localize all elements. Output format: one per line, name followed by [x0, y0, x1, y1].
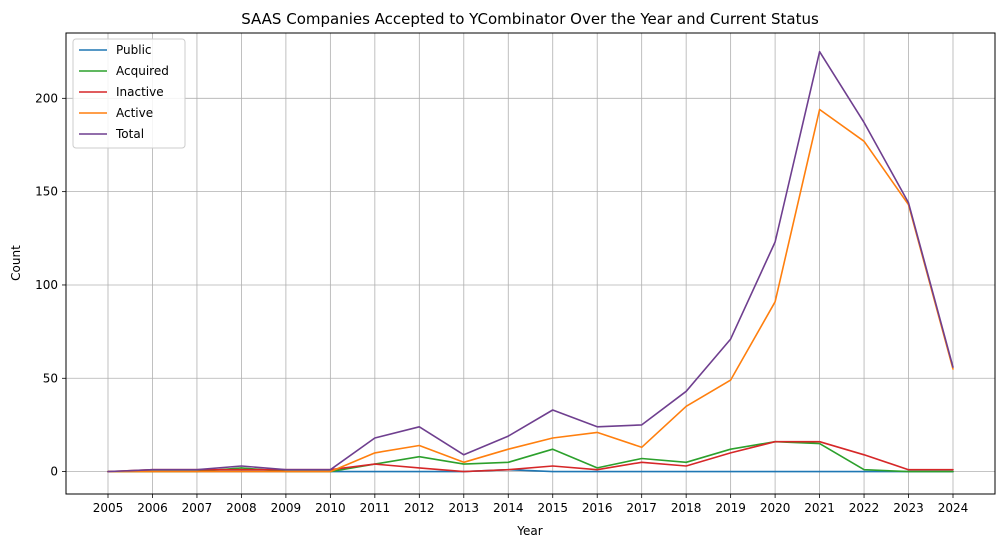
series-line-total [107, 50, 954, 473]
x-tick-label: 2021 [804, 501, 835, 515]
x-tick-label: 2008 [226, 501, 257, 515]
y-tick-label: 100 [35, 278, 58, 292]
x-tick-label: 2013 [449, 501, 480, 515]
x-tick-label: 2011 [360, 501, 391, 515]
x-tick-label: 2005 [93, 501, 124, 515]
series-line-acquired [107, 440, 954, 473]
plot-frame [65, 32, 996, 495]
series-lines [107, 50, 954, 473]
x-axis-ticks: 2005 2006 2007 2008 2009 2010 2011 2012 2013 2014… [93, 494, 969, 515]
x-tick-label: 2009 [271, 501, 302, 515]
series-line-inactive [107, 440, 954, 473]
x-tick-label: 2014 [493, 501, 524, 515]
y-axis-label: Count [9, 245, 23, 281]
y-axis-ticks: 0 50 100 150 200 [35, 91, 66, 479]
x-tick-label: 2010 [315, 501, 346, 515]
legend-label-total: Total [115, 127, 144, 141]
x-tick-label: 2007 [182, 501, 213, 515]
series-line-active [107, 108, 954, 473]
legend-label-acquired: Acquired [116, 64, 169, 78]
y-tick-label: 50 [43, 371, 58, 385]
x-tick-label: 2016 [582, 501, 613, 515]
x-tick-label: 2019 [715, 501, 746, 515]
x-tick-label: 2020 [760, 501, 791, 515]
y-tick-label: 200 [35, 91, 58, 105]
x-tick-label: 2023 [893, 501, 924, 515]
x-tick-label: 2024 [938, 501, 969, 515]
x-tick-label: 2006 [137, 501, 168, 515]
legend-label-inactive: Inactive [116, 85, 164, 99]
x-tick-label: 2018 [671, 501, 702, 515]
x-tick-label: 2012 [404, 501, 435, 515]
chart-title: SAAS Companies Accepted to YCombinator O… [241, 10, 819, 28]
grid [66, 33, 995, 494]
x-tick-label: 2017 [626, 501, 657, 515]
legend-label-active: Active [116, 106, 153, 120]
legend: Public Acquired Inactive Active Total [72, 38, 186, 149]
x-axis-label: Year [516, 524, 542, 538]
x-tick-label: 2015 [537, 501, 568, 515]
y-tick-label: 150 [35, 185, 58, 199]
legend-box [72, 38, 186, 149]
y-tick-label: 0 [50, 465, 58, 479]
x-tick-label: 2022 [849, 501, 880, 515]
legend-label-public: Public [116, 43, 152, 57]
